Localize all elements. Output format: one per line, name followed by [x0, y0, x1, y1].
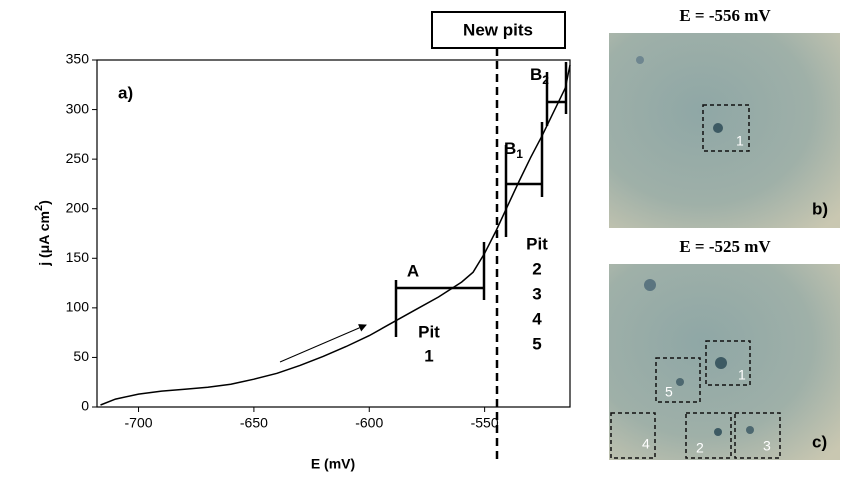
- pit-box-label: 1: [736, 133, 744, 149]
- label-sub: 1: [516, 147, 523, 161]
- label-a: A: [407, 261, 419, 280]
- panel-label: b): [812, 199, 828, 218]
- y-tick-label: 200: [66, 199, 90, 215]
- pit-spot: [746, 426, 754, 434]
- label-text: B: [504, 139, 516, 158]
- label-sup: 2: [33, 205, 45, 211]
- scan-arrow: [279, 324, 367, 363]
- pit-label: Pit: [526, 234, 548, 253]
- y-axis-label: j (μA cm2): [33, 200, 52, 267]
- y-tick-label: 300: [66, 100, 90, 116]
- label-sub: 2: [542, 73, 549, 87]
- pit-box: [685, 412, 732, 459]
- panel-label: a): [118, 83, 133, 102]
- label-text: j (μA cm: [36, 211, 52, 267]
- pit-box: [610, 412, 656, 459]
- new-pits-label: New pits: [463, 20, 533, 39]
- pit-spot: [636, 56, 644, 64]
- photo-title: E = -525 mV: [679, 237, 771, 256]
- pit-number: 5: [532, 334, 541, 353]
- y-tick-label: 250: [66, 150, 90, 166]
- photo-b: E = -556 mV 1 b): [609, 6, 840, 228]
- label-text: B: [530, 65, 542, 84]
- photo: [609, 33, 840, 228]
- pit-box-label: 3: [763, 438, 771, 454]
- pit-box-label: 2: [696, 440, 704, 456]
- pit-spot: [644, 279, 656, 291]
- photo-c: E = -525 mV 1 5 4 2 3 c): [609, 237, 840, 460]
- x-tick-label: -650: [240, 415, 268, 431]
- y-tick-label: 0: [81, 398, 89, 414]
- pit-box: [702, 104, 750, 152]
- pit-box-label: 4: [642, 436, 650, 452]
- new-pits-box: [431, 11, 566, 49]
- photo-title: E = -556 mV: [679, 6, 771, 25]
- pit-box-label: 5: [665, 384, 673, 400]
- pit-number: 4: [532, 309, 542, 328]
- x-tick-label: -600: [355, 415, 383, 431]
- pit-label: Pit: [418, 322, 440, 341]
- label-text: ): [36, 200, 52, 205]
- label-b2: B2: [530, 65, 549, 87]
- pit-number: 3: [532, 284, 541, 303]
- pit-box: [705, 340, 751, 386]
- y-tick-label: 350: [66, 51, 90, 67]
- label-b1: B1: [504, 139, 523, 161]
- pit-number: 2: [532, 259, 541, 278]
- curve: [100, 64, 571, 406]
- pit-box: [734, 412, 781, 459]
- pit-spot: [676, 378, 684, 386]
- y-tick-label: 150: [66, 249, 90, 265]
- pit-box: [655, 357, 701, 403]
- y-tick-label: 100: [66, 299, 90, 315]
- x-tick-label: -700: [125, 415, 153, 431]
- x-tick-label: -550: [471, 415, 499, 431]
- pit-number: 1: [424, 346, 433, 365]
- pit-spot: [715, 357, 727, 369]
- pit-spot: [714, 428, 722, 436]
- x-axis-label: E (mV): [311, 456, 355, 472]
- pit-box-label: 1: [738, 367, 746, 383]
- plot-frame: [96, 59, 571, 408]
- panel-label: c): [812, 432, 827, 451]
- y-tick-label: 50: [73, 348, 89, 364]
- pit-spot: [713, 123, 723, 133]
